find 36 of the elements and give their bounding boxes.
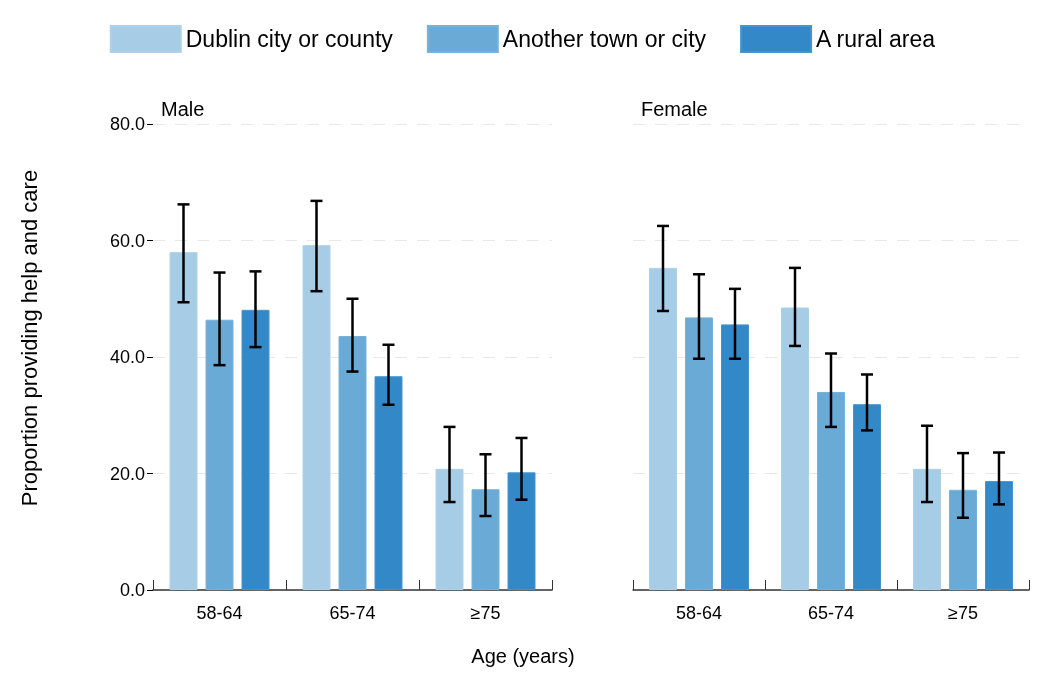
y-tick-label: 20.0 bbox=[109, 463, 145, 484]
y-tick-label: 80.0 bbox=[109, 114, 145, 134]
bar bbox=[374, 376, 403, 590]
y-tick-label: 40.0 bbox=[109, 347, 145, 367]
bar bbox=[241, 309, 270, 590]
bar bbox=[781, 307, 809, 590]
bar bbox=[649, 267, 677, 590]
bar bbox=[721, 324, 749, 590]
legend-label: Dublin city or county bbox=[185, 26, 394, 52]
bar bbox=[685, 317, 713, 590]
bar bbox=[817, 391, 845, 590]
x-tick-label: ≥75 bbox=[470, 603, 501, 623]
bar bbox=[338, 336, 367, 590]
bar bbox=[985, 481, 1013, 590]
x-axis-title: Age (years) bbox=[471, 645, 575, 667]
x-tick-label: 58-64 bbox=[196, 603, 243, 623]
y-tick-label: 0.0 bbox=[119, 580, 145, 600]
y-axis-title: Proportion providing help and care bbox=[16, 169, 42, 507]
chart-title: Female bbox=[641, 98, 708, 120]
bar bbox=[205, 319, 234, 590]
bar bbox=[507, 472, 536, 590]
bar bbox=[302, 245, 331, 590]
bar bbox=[169, 252, 198, 590]
legend-label: Another town or city bbox=[502, 26, 707, 52]
x-tick-label: 65-74 bbox=[807, 603, 855, 623]
x-tick-label: 65-74 bbox=[329, 603, 376, 623]
x-tick-label: 58-64 bbox=[675, 603, 723, 623]
bar bbox=[913, 468, 941, 590]
bar bbox=[853, 404, 881, 590]
y-tick-label: 60.0 bbox=[109, 230, 145, 251]
bar bbox=[949, 489, 977, 590]
legend-label: A rural area bbox=[816, 26, 936, 52]
bar bbox=[471, 489, 500, 590]
x-tick-label: ≥75 bbox=[948, 603, 978, 623]
chart-title: Male bbox=[161, 98, 205, 120]
bar bbox=[435, 468, 464, 590]
